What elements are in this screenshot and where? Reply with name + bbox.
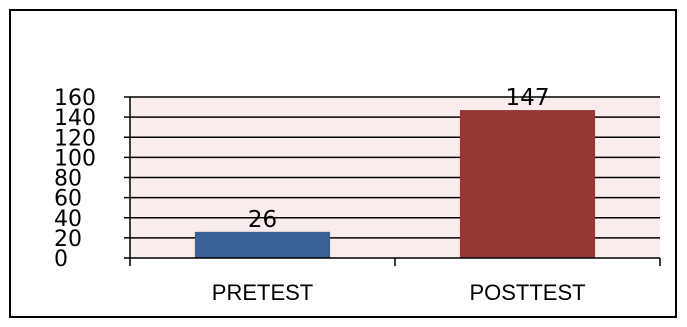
data-label: 147 — [506, 85, 550, 111]
y-tick-label: 140 — [54, 106, 96, 131]
y-tick-label: 80 — [54, 167, 82, 192]
y-tick-label: 40 — [54, 207, 82, 232]
category-label: PRETEST — [212, 280, 313, 305]
axis-ticks — [124, 96, 661, 266]
bar-pretest — [194, 231, 331, 258]
bars — [194, 110, 596, 258]
y-tick-label: 0 — [54, 247, 68, 272]
y-tick-label: 160 — [54, 86, 96, 111]
y-tick-label: 100 — [54, 146, 96, 171]
y-tick-label: 120 — [54, 126, 96, 151]
category-label: POSTTEST — [469, 280, 585, 305]
y-tick-label: 20 — [54, 227, 82, 252]
bar-posttest — [459, 110, 596, 258]
data-label: 26 — [248, 207, 277, 233]
y-tick-label: 60 — [54, 187, 82, 212]
